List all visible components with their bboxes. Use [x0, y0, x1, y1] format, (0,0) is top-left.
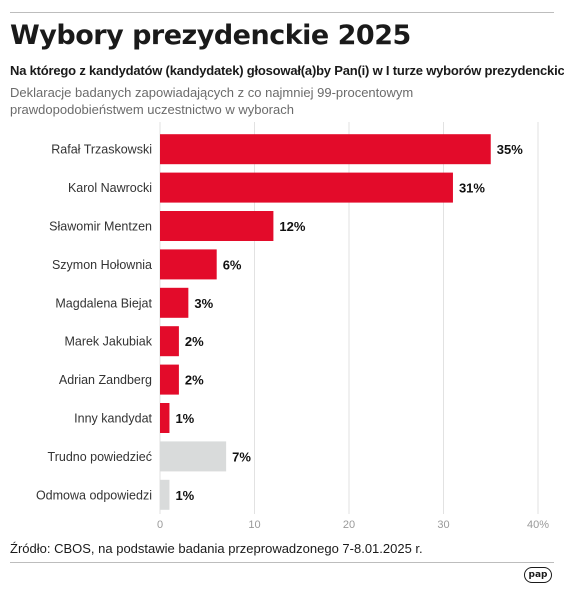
category-label: Magdalena Biejat — [55, 296, 152, 310]
bar — [160, 403, 170, 433]
chart-title: Wybory prezydenckie 2025 — [10, 20, 411, 51]
x-tick-label: 30 — [437, 519, 449, 531]
category-label: Szymon Hołownia — [52, 258, 152, 272]
data-label: 12% — [279, 219, 305, 234]
bar — [160, 479, 170, 510]
x-tick-label: 0 — [157, 519, 163, 531]
bar — [160, 172, 453, 203]
bar — [160, 211, 274, 241]
data-label: 2% — [185, 373, 204, 388]
data-label: 3% — [194, 296, 213, 311]
bar — [160, 441, 227, 472]
data-label: 35% — [497, 142, 523, 157]
category-label: Trudno powiedzieć — [48, 450, 152, 464]
category-label: Sławomir Mentzen — [49, 220, 152, 234]
data-label: 31% — [459, 181, 485, 196]
chart-note: Deklaracje badanych zapowiadających z co… — [10, 85, 414, 117]
bar — [160, 364, 179, 395]
category-label: Inny kandydat — [74, 412, 152, 426]
category-label: Marek Jakubiak — [64, 335, 152, 349]
bar — [160, 134, 491, 165]
bar — [160, 249, 217, 280]
category-label: Rafał Trzaskowski — [51, 143, 152, 157]
category-label: Karol Nawrocki — [68, 181, 152, 195]
data-label: 7% — [232, 449, 251, 464]
data-label: 6% — [223, 257, 242, 272]
x-tick-label: 20 — [343, 519, 355, 531]
chart-subtitle: Na którego z kandydatów (kandydatek) gło… — [10, 63, 564, 78]
pap-logo: pap — [524, 567, 552, 583]
x-tick-label: 10 — [248, 519, 260, 531]
bar — [160, 287, 189, 318]
bar-chart: 0 10 20 30 40% Rafał Trzaskowski 35% Karol Nawr… — [36, 122, 549, 531]
data-label: 1% — [175, 411, 194, 426]
category-label: Adrian Zandberg — [59, 373, 152, 387]
source-note: Źródło: CBOS, na podstawie badania przep… — [10, 541, 423, 556]
x-tick-label: 40% — [527, 519, 549, 531]
bar — [160, 326, 179, 357]
data-label: 1% — [175, 488, 194, 503]
bottom-rule — [10, 562, 554, 563]
top-rule — [10, 12, 554, 13]
data-label: 2% — [185, 334, 204, 349]
category-label: Odmowa odpowiedzi — [36, 488, 152, 502]
